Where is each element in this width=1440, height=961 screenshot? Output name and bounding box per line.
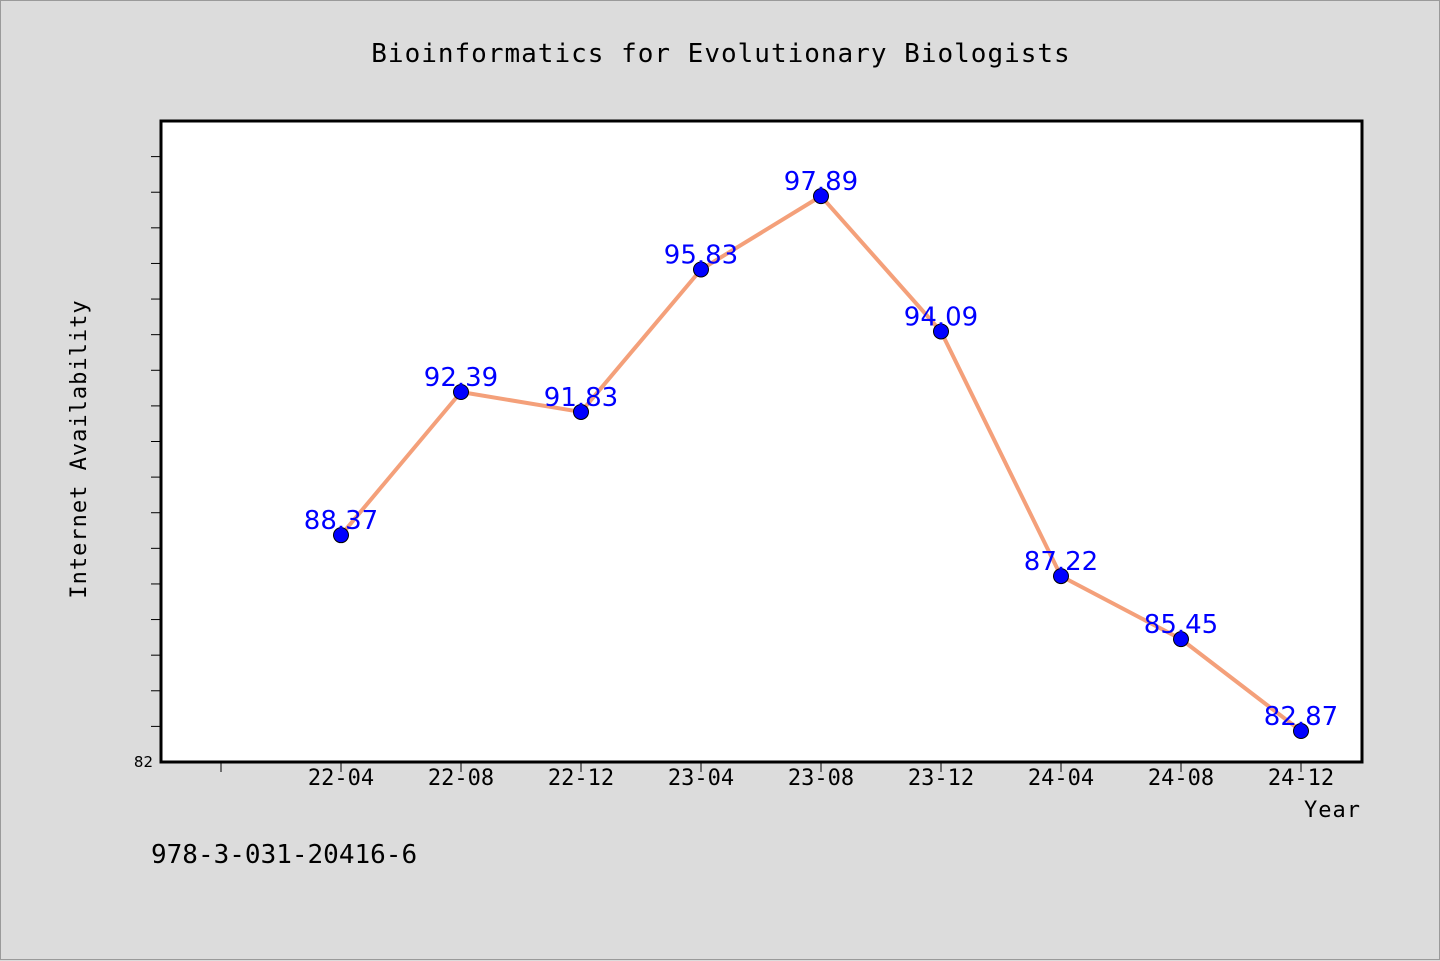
data-point	[933, 323, 949, 340]
data-markers	[333, 188, 1309, 740]
data-point	[573, 403, 589, 420]
x-tick-label: 23-08	[788, 766, 854, 791]
data-label: 87.22	[1024, 547, 1098, 577]
isbn-text: 978-3-031-20416-6	[151, 840, 417, 870]
data-label: 85.45	[1144, 610, 1218, 640]
y-axis-ticks	[151, 156, 161, 727]
x-axis-label: Year	[1304, 798, 1361, 823]
data-point	[813, 188, 829, 205]
data-label: 88.37	[304, 506, 378, 536]
x-tick-label: 24-12	[1268, 766, 1334, 791]
x-tick-label: 22-12	[548, 766, 614, 791]
data-label: 82.87	[1264, 702, 1338, 732]
x-tick-label: 22-04	[308, 766, 374, 791]
x-axis-tick-labels: 22-04 22-08 22-12 23-04 23-08 23-12 24-04 24-08…	[308, 766, 1334, 791]
data-point	[1293, 723, 1309, 740]
y-min-tick-label: 82	[134, 753, 153, 771]
data-label: 97.89	[784, 167, 858, 197]
data-point	[693, 261, 709, 278]
y-axis-label: Internet Availability	[67, 299, 92, 598]
chart-title: Bioinformatics for Evolutionary Biologis…	[371, 39, 1070, 69]
data-point	[1053, 568, 1069, 585]
x-tick-label: 23-12	[908, 766, 974, 791]
data-label: 95.83	[664, 240, 738, 270]
data-labels: 88.37 92.39 91.83 95.83 97.89 94.09 87.22 85.45…	[304, 167, 1338, 732]
x-axis-ticks	[220, 762, 1302, 772]
x-tick-label: 22-08	[428, 766, 494, 791]
x-tick-label: 24-08	[1148, 766, 1214, 791]
data-point	[1173, 631, 1189, 648]
data-point	[453, 384, 469, 401]
plot-area	[159, 119, 1364, 764]
x-tick-label: 23-04	[668, 766, 734, 791]
data-point	[333, 527, 349, 544]
data-label: 92.39	[424, 363, 498, 393]
data-label: 94.09	[904, 302, 978, 332]
data-label: 91.83	[544, 383, 618, 413]
x-tick-label: 24-04	[1028, 766, 1094, 791]
